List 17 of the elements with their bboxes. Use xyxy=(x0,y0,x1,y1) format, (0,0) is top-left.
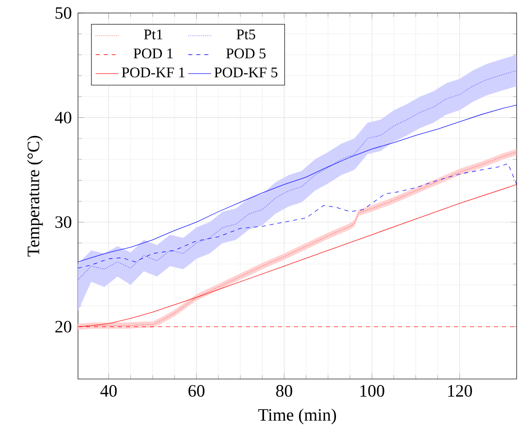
legend-label: Pt5 xyxy=(236,30,256,40)
legend-label: POD 1 xyxy=(134,48,173,58)
y-tick-label: 30 xyxy=(55,216,72,228)
y-tick-label: 40 xyxy=(54,112,72,124)
y-tick-label: 20 xyxy=(55,320,72,333)
y-axis-title: Temperature (°C) xyxy=(27,136,43,257)
x-tick-label: 100 xyxy=(360,385,384,397)
legend-label: Pt1 xyxy=(144,30,162,40)
x-tick-label: 120 xyxy=(448,385,472,397)
x-axis-title: Time (min) xyxy=(258,408,336,424)
y-tick-label: 50 xyxy=(56,7,72,19)
legend-label: POD-KF 1 xyxy=(122,68,184,78)
legend-label: POD 5 xyxy=(226,48,266,58)
x-tick-label: 60 xyxy=(188,385,204,397)
x-tick-label: 80 xyxy=(276,385,292,397)
legend-label: POD-KF 5 xyxy=(214,68,278,78)
x-tick-label: 40 xyxy=(100,385,117,397)
